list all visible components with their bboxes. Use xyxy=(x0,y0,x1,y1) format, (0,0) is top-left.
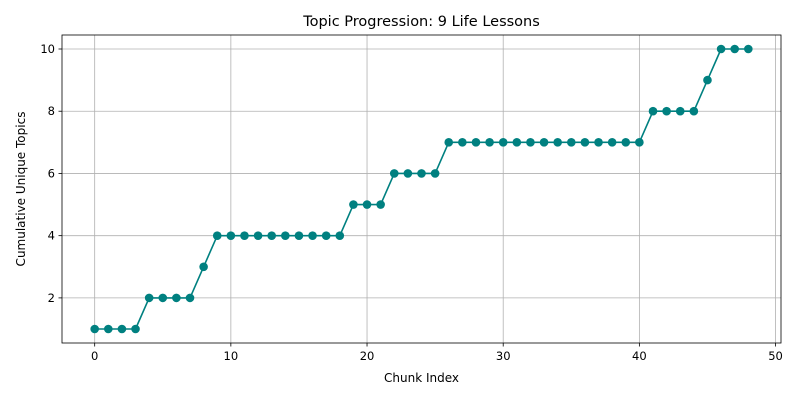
data-point xyxy=(212,231,222,240)
data-point xyxy=(117,324,127,334)
data-point xyxy=(158,293,168,303)
data-point xyxy=(607,138,617,147)
data-point xyxy=(539,138,549,147)
data-point xyxy=(635,138,644,147)
x-tick-label: 30 xyxy=(496,349,511,363)
data-point xyxy=(566,138,576,147)
data-point xyxy=(662,106,671,116)
data-point xyxy=(90,324,99,334)
data-point xyxy=(580,138,590,147)
data-point xyxy=(417,169,426,178)
data-point xyxy=(172,293,181,303)
plot-frame xyxy=(61,34,782,344)
data-point xyxy=(403,169,413,178)
data-point xyxy=(103,324,113,334)
data-point xyxy=(675,106,685,116)
x-tick-label: 50 xyxy=(768,349,783,363)
data-point xyxy=(185,293,195,303)
data-point xyxy=(226,231,236,240)
x-tick-label: 40 xyxy=(632,349,647,363)
data-point xyxy=(458,138,467,147)
series-line xyxy=(94,48,749,330)
data-point xyxy=(281,231,290,240)
data-point xyxy=(703,75,712,85)
x-tick-label: 10 xyxy=(224,349,239,363)
data-point xyxy=(594,138,603,147)
y-tick-label: 2 xyxy=(48,291,55,305)
data-point xyxy=(689,106,699,116)
x-axis-label: Chunk Index xyxy=(384,371,459,385)
data-point xyxy=(648,106,658,116)
y-axis-label: Cumulative Unique Topics xyxy=(14,112,28,267)
data-point xyxy=(526,138,535,147)
data-point xyxy=(730,44,740,54)
data-point xyxy=(485,138,494,147)
y-tick-label: 10 xyxy=(40,42,55,56)
data-point xyxy=(294,231,304,240)
data-point xyxy=(131,324,140,334)
x-tick-label: 20 xyxy=(360,349,375,363)
data-point xyxy=(716,44,726,54)
data-point xyxy=(389,169,399,178)
data-point xyxy=(430,169,440,178)
data-point xyxy=(498,138,508,147)
grid-lines xyxy=(62,35,781,343)
series-layer xyxy=(90,44,753,334)
data-point xyxy=(199,262,208,272)
data-point xyxy=(744,44,753,54)
y-tick-label: 6 xyxy=(48,166,55,180)
chart-title: Topic Progression: 9 Life Lessons xyxy=(302,14,540,30)
data-point xyxy=(253,231,263,240)
y-tick-label: 8 xyxy=(48,104,55,118)
axis-ticks: 0 10 20 30 40 50 2 4 6 8 10 xyxy=(40,42,783,363)
data-point xyxy=(621,138,631,147)
data-point xyxy=(444,138,454,147)
data-point xyxy=(512,138,522,147)
data-point xyxy=(471,138,481,147)
data-point xyxy=(376,200,385,209)
data-point xyxy=(349,200,358,209)
data-point xyxy=(362,200,372,209)
data-point xyxy=(335,231,345,240)
data-point xyxy=(144,293,154,303)
data-point xyxy=(321,231,331,240)
data-point xyxy=(308,231,317,240)
y-tick-label: 4 xyxy=(48,229,55,243)
x-tick-label: 0 xyxy=(91,349,98,363)
data-point xyxy=(240,231,249,240)
data-point xyxy=(553,138,562,147)
data-point xyxy=(267,231,277,240)
